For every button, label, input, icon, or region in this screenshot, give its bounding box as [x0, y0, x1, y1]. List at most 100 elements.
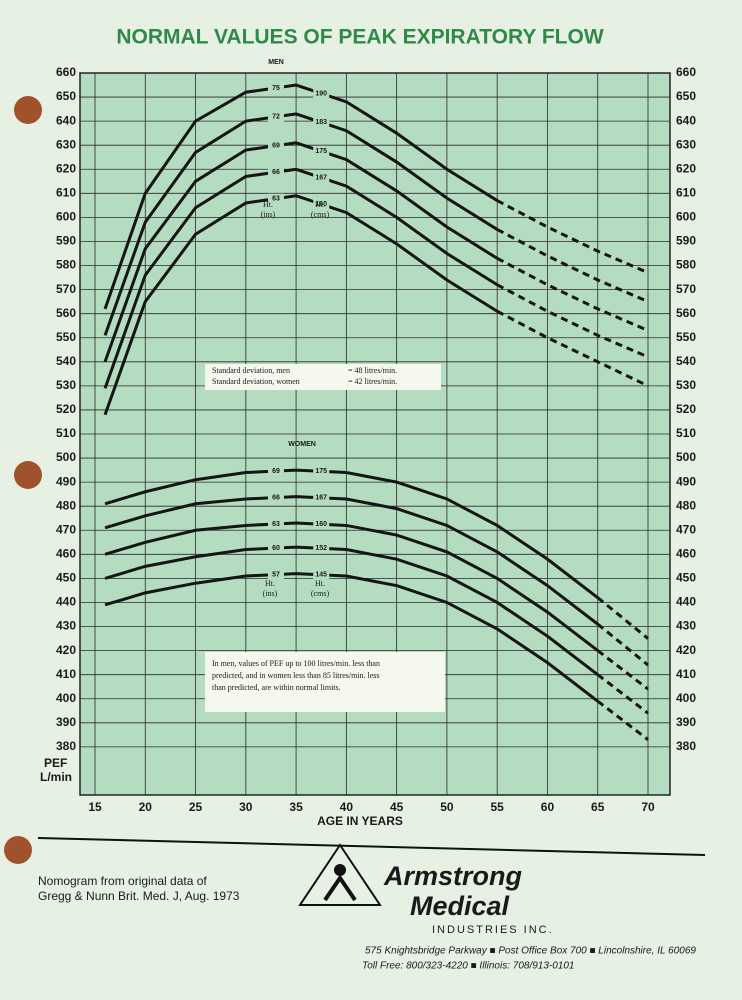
- x-tick-label: 25: [189, 800, 203, 814]
- y2-tick-label: 420: [676, 643, 696, 657]
- y2-tick-label: 430: [676, 619, 696, 633]
- x-tick-label: 20: [139, 800, 153, 814]
- ht-label: Ht.: [265, 579, 275, 588]
- y-tick-label: 420: [56, 643, 76, 657]
- y-tick-label: 460: [56, 547, 76, 561]
- label-gap: [313, 492, 330, 503]
- curve-label: 145: [315, 572, 327, 579]
- x-tick-label: 70: [641, 800, 655, 814]
- y-tick-label: 380: [56, 739, 76, 753]
- line: [103, 141, 498, 363]
- y2-tick-label: 400: [676, 691, 696, 705]
- curve-label: 69: [272, 143, 280, 150]
- label-gap: [267, 492, 284, 503]
- curve-label: 167: [315, 175, 327, 182]
- x-tick-label: 55: [491, 800, 505, 814]
- line-dashed: [596, 673, 649, 715]
- label-gap: [267, 543, 284, 554]
- ht-label: (ins): [263, 589, 278, 598]
- y-tick-label: 400: [56, 691, 76, 705]
- y2-tick-label: 500: [676, 450, 696, 464]
- sd-text: Standard deviation, men: [212, 366, 290, 375]
- y-tick-label: 560: [56, 306, 76, 320]
- x-tick-label: 30: [239, 800, 253, 814]
- y-tick-label: 550: [56, 330, 76, 344]
- y2-tick-label: 550: [676, 330, 696, 344]
- y-axis-label: L/min: [40, 770, 72, 784]
- y-tick-label: 480: [56, 498, 76, 512]
- y-tick-label: 640: [56, 113, 76, 127]
- ht-label: (cms): [311, 589, 330, 598]
- y2-tick-label: 570: [676, 282, 696, 296]
- note-text: predicted, and in women less than 85 lit…: [212, 671, 380, 680]
- line: [103, 194, 498, 416]
- y-tick-label: 570: [56, 282, 76, 296]
- note-text: In men, values of PEF up to 100 litres/m…: [212, 659, 380, 668]
- y2-tick-label: 590: [676, 234, 696, 248]
- curve-label: 175: [315, 468, 327, 475]
- group-label: WOMEN: [288, 441, 316, 448]
- y2-tick-label: 640: [676, 113, 696, 127]
- address: 575 Knightsbridge Parkway ■ Post Office …: [365, 946, 696, 957]
- x-tick-label: 40: [340, 800, 354, 814]
- y-tick-label: 440: [56, 595, 76, 609]
- line: [104, 521, 599, 652]
- line-dashed: [496, 283, 649, 359]
- x-tick-label: 50: [440, 800, 454, 814]
- y-tick-label: 660: [56, 65, 76, 79]
- phone: Toll Free: 800/323-4220 ■ Illinois: 708/…: [362, 961, 574, 972]
- y2-tick-label: 600: [676, 210, 696, 224]
- x-tick-label: 35: [289, 800, 303, 814]
- y-tick-label: 540: [56, 354, 76, 368]
- y-tick-label: 510: [56, 426, 76, 440]
- sd-text: Standard deviation, women: [212, 377, 300, 386]
- y-tick-label: 450: [56, 571, 76, 585]
- label-gap: [267, 569, 284, 580]
- y2-tick-label: 650: [676, 89, 696, 103]
- y2-tick-label: 480: [676, 498, 696, 512]
- curve-label: 160: [315, 201, 327, 208]
- y2-tick-label: 660: [676, 65, 696, 79]
- line-dashed: [496, 228, 649, 304]
- brand: Medical: [410, 891, 510, 921]
- label-gap: [267, 193, 284, 204]
- label-gap: [313, 543, 330, 554]
- y-tick-label: 490: [56, 474, 76, 488]
- footer-rule: [37, 837, 706, 856]
- curve-label: 75: [272, 85, 280, 92]
- y2-tick-label: 380: [676, 739, 696, 753]
- y2-tick-label: 620: [676, 161, 696, 175]
- y-tick-label: 470: [56, 522, 76, 536]
- punch-hole: [4, 836, 32, 864]
- label-gap: [267, 111, 284, 122]
- line-dashed: [596, 649, 649, 691]
- line: [103, 112, 498, 336]
- line-dashed: [596, 699, 649, 741]
- y2-tick-label: 510: [676, 426, 696, 440]
- y-tick-label: 610: [56, 186, 76, 200]
- label-gap: [267, 140, 284, 151]
- y-tick-label: 520: [56, 402, 76, 416]
- label-gap: [313, 88, 330, 99]
- punch-hole: [14, 96, 42, 124]
- curve-label: 183: [315, 119, 327, 126]
- ht-label: Ht.: [315, 579, 325, 588]
- ht-label: Ht.: [315, 200, 325, 209]
- curve-label: 175: [315, 148, 327, 155]
- curve-label: 63: [272, 195, 280, 202]
- y2-tick-label: 530: [676, 378, 696, 392]
- sd-text: = 42 litres/min.: [348, 377, 397, 386]
- curve-label: 160: [315, 521, 327, 528]
- label-gap: [313, 146, 330, 157]
- logo: [298, 843, 382, 906]
- y-tick-label: 600: [56, 210, 76, 224]
- label-gap: [313, 519, 330, 530]
- line-dashed: [496, 309, 649, 388]
- lines: 75 190 72 183 69 175 66 167 63 160 69 175 66 167 63 160…: [103, 82, 649, 741]
- curve-label: 66: [272, 169, 280, 176]
- label-gap: [267, 167, 284, 178]
- line-dashed: [596, 596, 649, 640]
- curve-label: 66: [272, 494, 280, 501]
- source-text: Gregg & Nunn Brit. Med. J, Aug. 1973: [38, 889, 240, 903]
